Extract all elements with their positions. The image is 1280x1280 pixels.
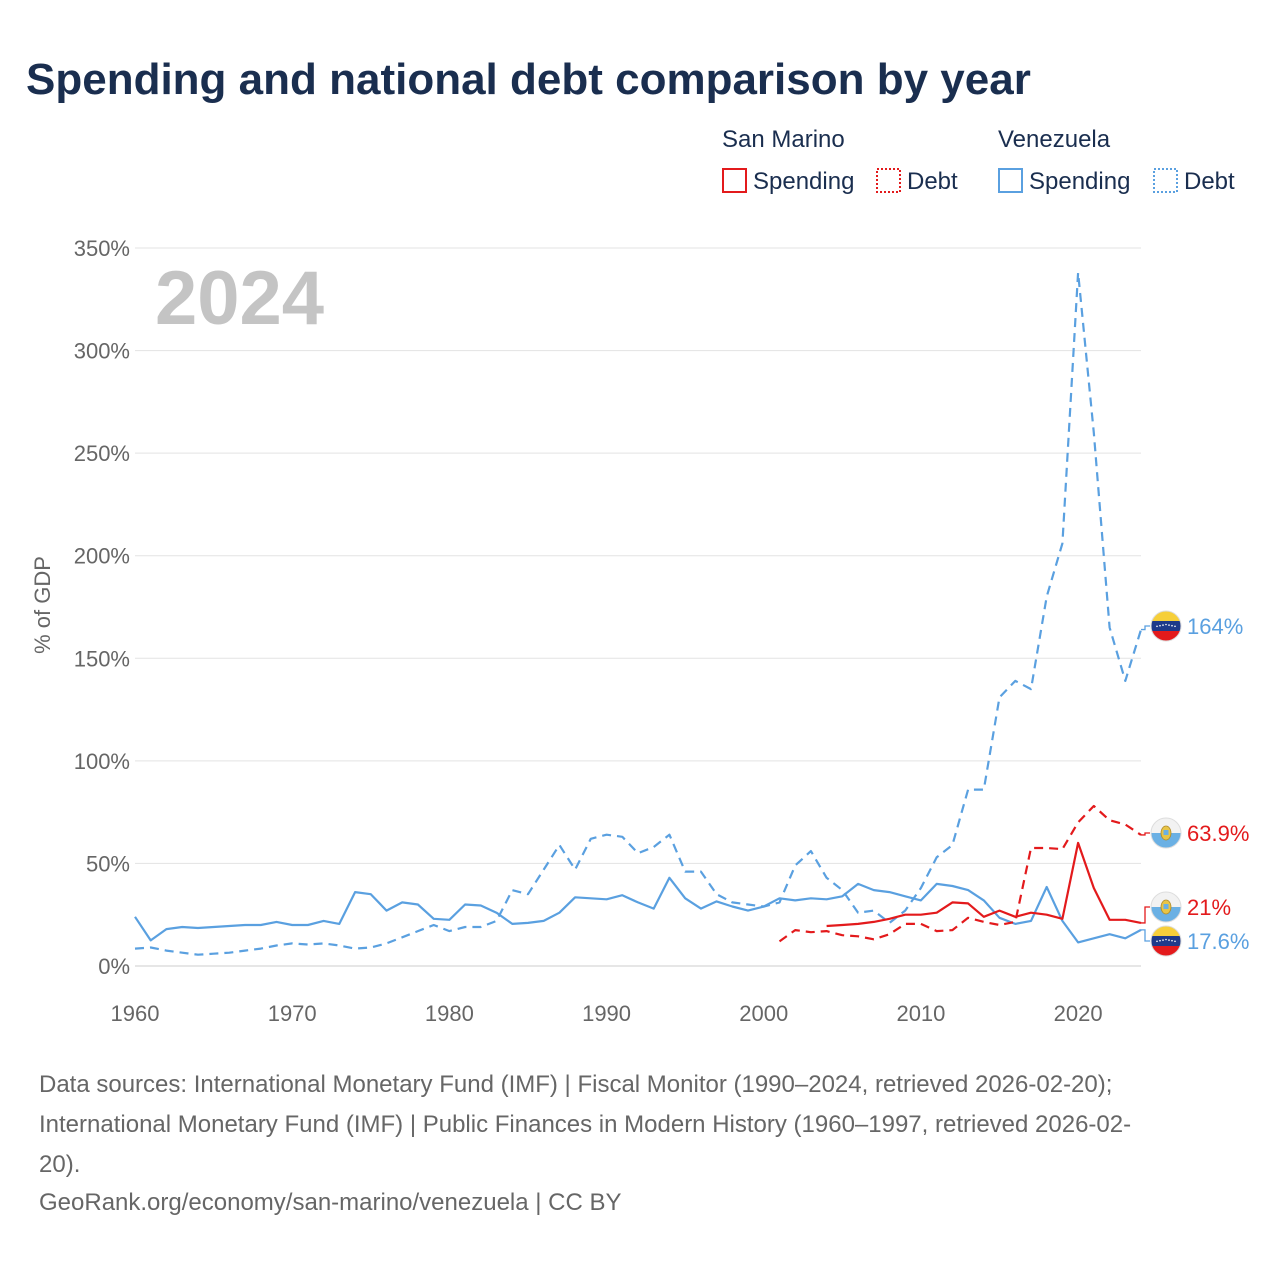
y-axis-ticks: 0% 50% 100% 150% 200% 250% 300% 350% (74, 236, 130, 979)
y-tick-label: 250% (74, 441, 130, 466)
legend-swatch-venezuela-spending (998, 168, 1023, 193)
end-label-connector (1141, 832, 1150, 836)
x-tick-label: 1980 (425, 1001, 474, 1026)
legend-label-san-marino-spending: Spending (753, 168, 854, 195)
y-tick-label: 0% (98, 954, 130, 979)
end-label-connector (1141, 906, 1150, 924)
legend: San Marino Spending Debt Venezuela Spend… (722, 126, 1235, 195)
grid-lines (135, 247, 1141, 967)
series-line-venezuela-debt (134, 271, 1143, 956)
chart-title: Spending and national debt comparison by… (26, 55, 1031, 104)
x-tick-label: 1960 (111, 1001, 160, 1026)
san-marino-flag-icon (1150, 817, 1182, 849)
source-line-1: Data sources: International Monetary Fun… (39, 1071, 1112, 1098)
end-label-venezuela-spending: 17.6% (1187, 929, 1249, 954)
legend-swatch-san-marino-spending (722, 168, 747, 193)
legend-swatch-venezuela-debt (1153, 168, 1178, 193)
source-link[interactable]: GeoRank.org/economy/san-marino/venezuela… (39, 1189, 622, 1216)
y-tick-label: 150% (74, 646, 130, 671)
series-line-san-marino-spending (826, 841, 1142, 928)
x-tick-label: 2000 (739, 1001, 788, 1026)
venezuela-flag-icon (1150, 610, 1182, 642)
series-line-venezuela-spending (134, 876, 1142, 944)
x-tick-label: 2010 (896, 1001, 945, 1026)
san-marino-flag-icon (1150, 891, 1182, 923)
end-label-connector (1141, 929, 1150, 942)
y-axis-label: % of GDP (30, 556, 55, 654)
end-label-san-marino-debt: 63.9% (1187, 821, 1249, 846)
legend-group-san-marino: San Marino (722, 126, 845, 153)
y-tick-label: 50% (86, 851, 130, 876)
x-tick-label: 1990 (582, 1001, 631, 1026)
legend-group-venezuela: Venezuela (998, 126, 1111, 153)
legend-label-san-marino-debt: Debt (907, 168, 958, 195)
end-label-san-marino-spending: 21% (1187, 895, 1231, 920)
end-label-connector (1141, 625, 1150, 631)
year-watermark: 2024 (155, 256, 324, 341)
x-tick-label: 1970 (268, 1001, 317, 1026)
legend-label-venezuela-debt: Debt (1184, 168, 1235, 195)
end-labels: 164% 63.9% 21% 17.6% (1141, 610, 1249, 957)
legend-label-venezuela-spending: Spending (1029, 168, 1130, 195)
y-tick-label: 300% (74, 339, 130, 364)
end-label-venezuela-debt: 164% (1187, 614, 1243, 639)
legend-swatch-san-marino-debt (876, 168, 901, 193)
y-tick-label: 100% (74, 749, 130, 774)
y-tick-label: 350% (74, 236, 130, 261)
y-tick-label: 200% (74, 544, 130, 569)
x-tick-label: 2020 (1054, 1001, 1103, 1026)
source-line-2: International Monetary Fund (IMF) | Publ… (39, 1111, 1131, 1138)
series-line-san-marino-debt (778, 804, 1142, 943)
venezuela-flag-icon (1150, 925, 1182, 957)
source-line-3: 20). (39, 1151, 80, 1178)
series-lines (134, 271, 1143, 956)
x-axis-ticks: 1960 1970 1980 1990 2000 2010 2020 (111, 1001, 1103, 1026)
